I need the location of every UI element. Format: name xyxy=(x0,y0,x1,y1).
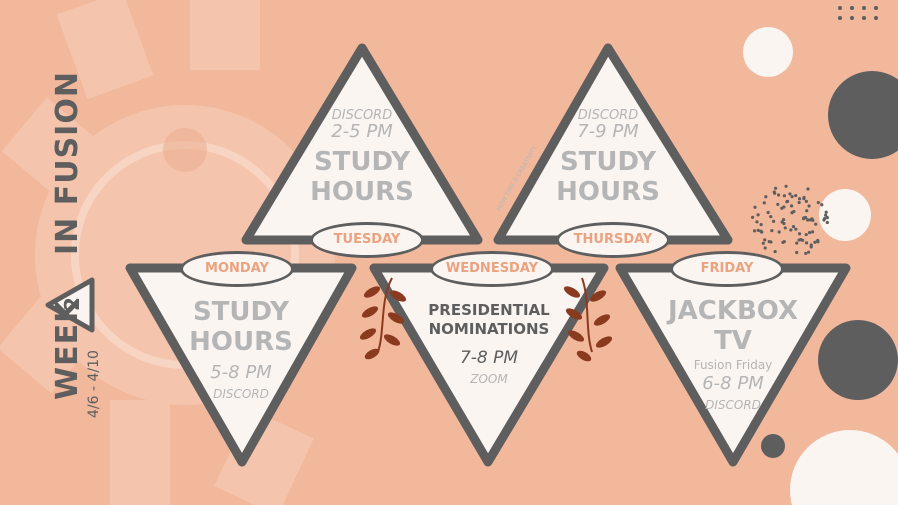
friday-subtitle: Fusion Friday xyxy=(678,358,788,372)
thursday-time: 7-9 PM xyxy=(558,121,658,142)
monday-title-1: STUDY xyxy=(171,297,311,327)
friday-title-2: TV xyxy=(658,326,808,356)
monday-place: DISCORD xyxy=(191,387,291,401)
wednesday-title-2: NOMINATIONS xyxy=(414,320,564,338)
week-number: 2 xyxy=(60,294,84,314)
friday-place: DISCORD xyxy=(683,398,783,412)
thursday-day-label: THURSDAY xyxy=(556,222,670,258)
wednesday-title-1: PRESIDENTIAL xyxy=(414,301,564,319)
tuesday-title-2: HOURS xyxy=(292,177,432,207)
tuesday-title-1: STUDY xyxy=(292,147,432,177)
date-range: 4/6 - 4/10 xyxy=(86,350,102,418)
friday-day-label: FRIDAY xyxy=(670,251,784,287)
tuesday-day-label: TUESDAY xyxy=(310,222,424,258)
wednesday-day-label: WEDNESDAY xyxy=(430,251,554,287)
wednesday-time: 7-8 PM xyxy=(439,348,539,368)
thursday-title-1: STUDY xyxy=(538,147,678,177)
in-fusion-heading: IN FUSION xyxy=(50,71,85,255)
monday-title-2: HOURS xyxy=(171,327,311,357)
monday-day-label: MONDAY xyxy=(180,251,294,287)
wednesday-place: ZOOM xyxy=(439,372,539,386)
thursday-title-2: HOURS xyxy=(538,177,678,207)
tuesday-time: 2-5 PM xyxy=(312,121,412,142)
friday-time: 6-8 PM xyxy=(683,373,783,394)
friday-title-1: JACKBOX xyxy=(658,296,808,326)
monday-time: 5-8 PM xyxy=(191,362,291,383)
tuesday-triangle xyxy=(246,48,478,240)
